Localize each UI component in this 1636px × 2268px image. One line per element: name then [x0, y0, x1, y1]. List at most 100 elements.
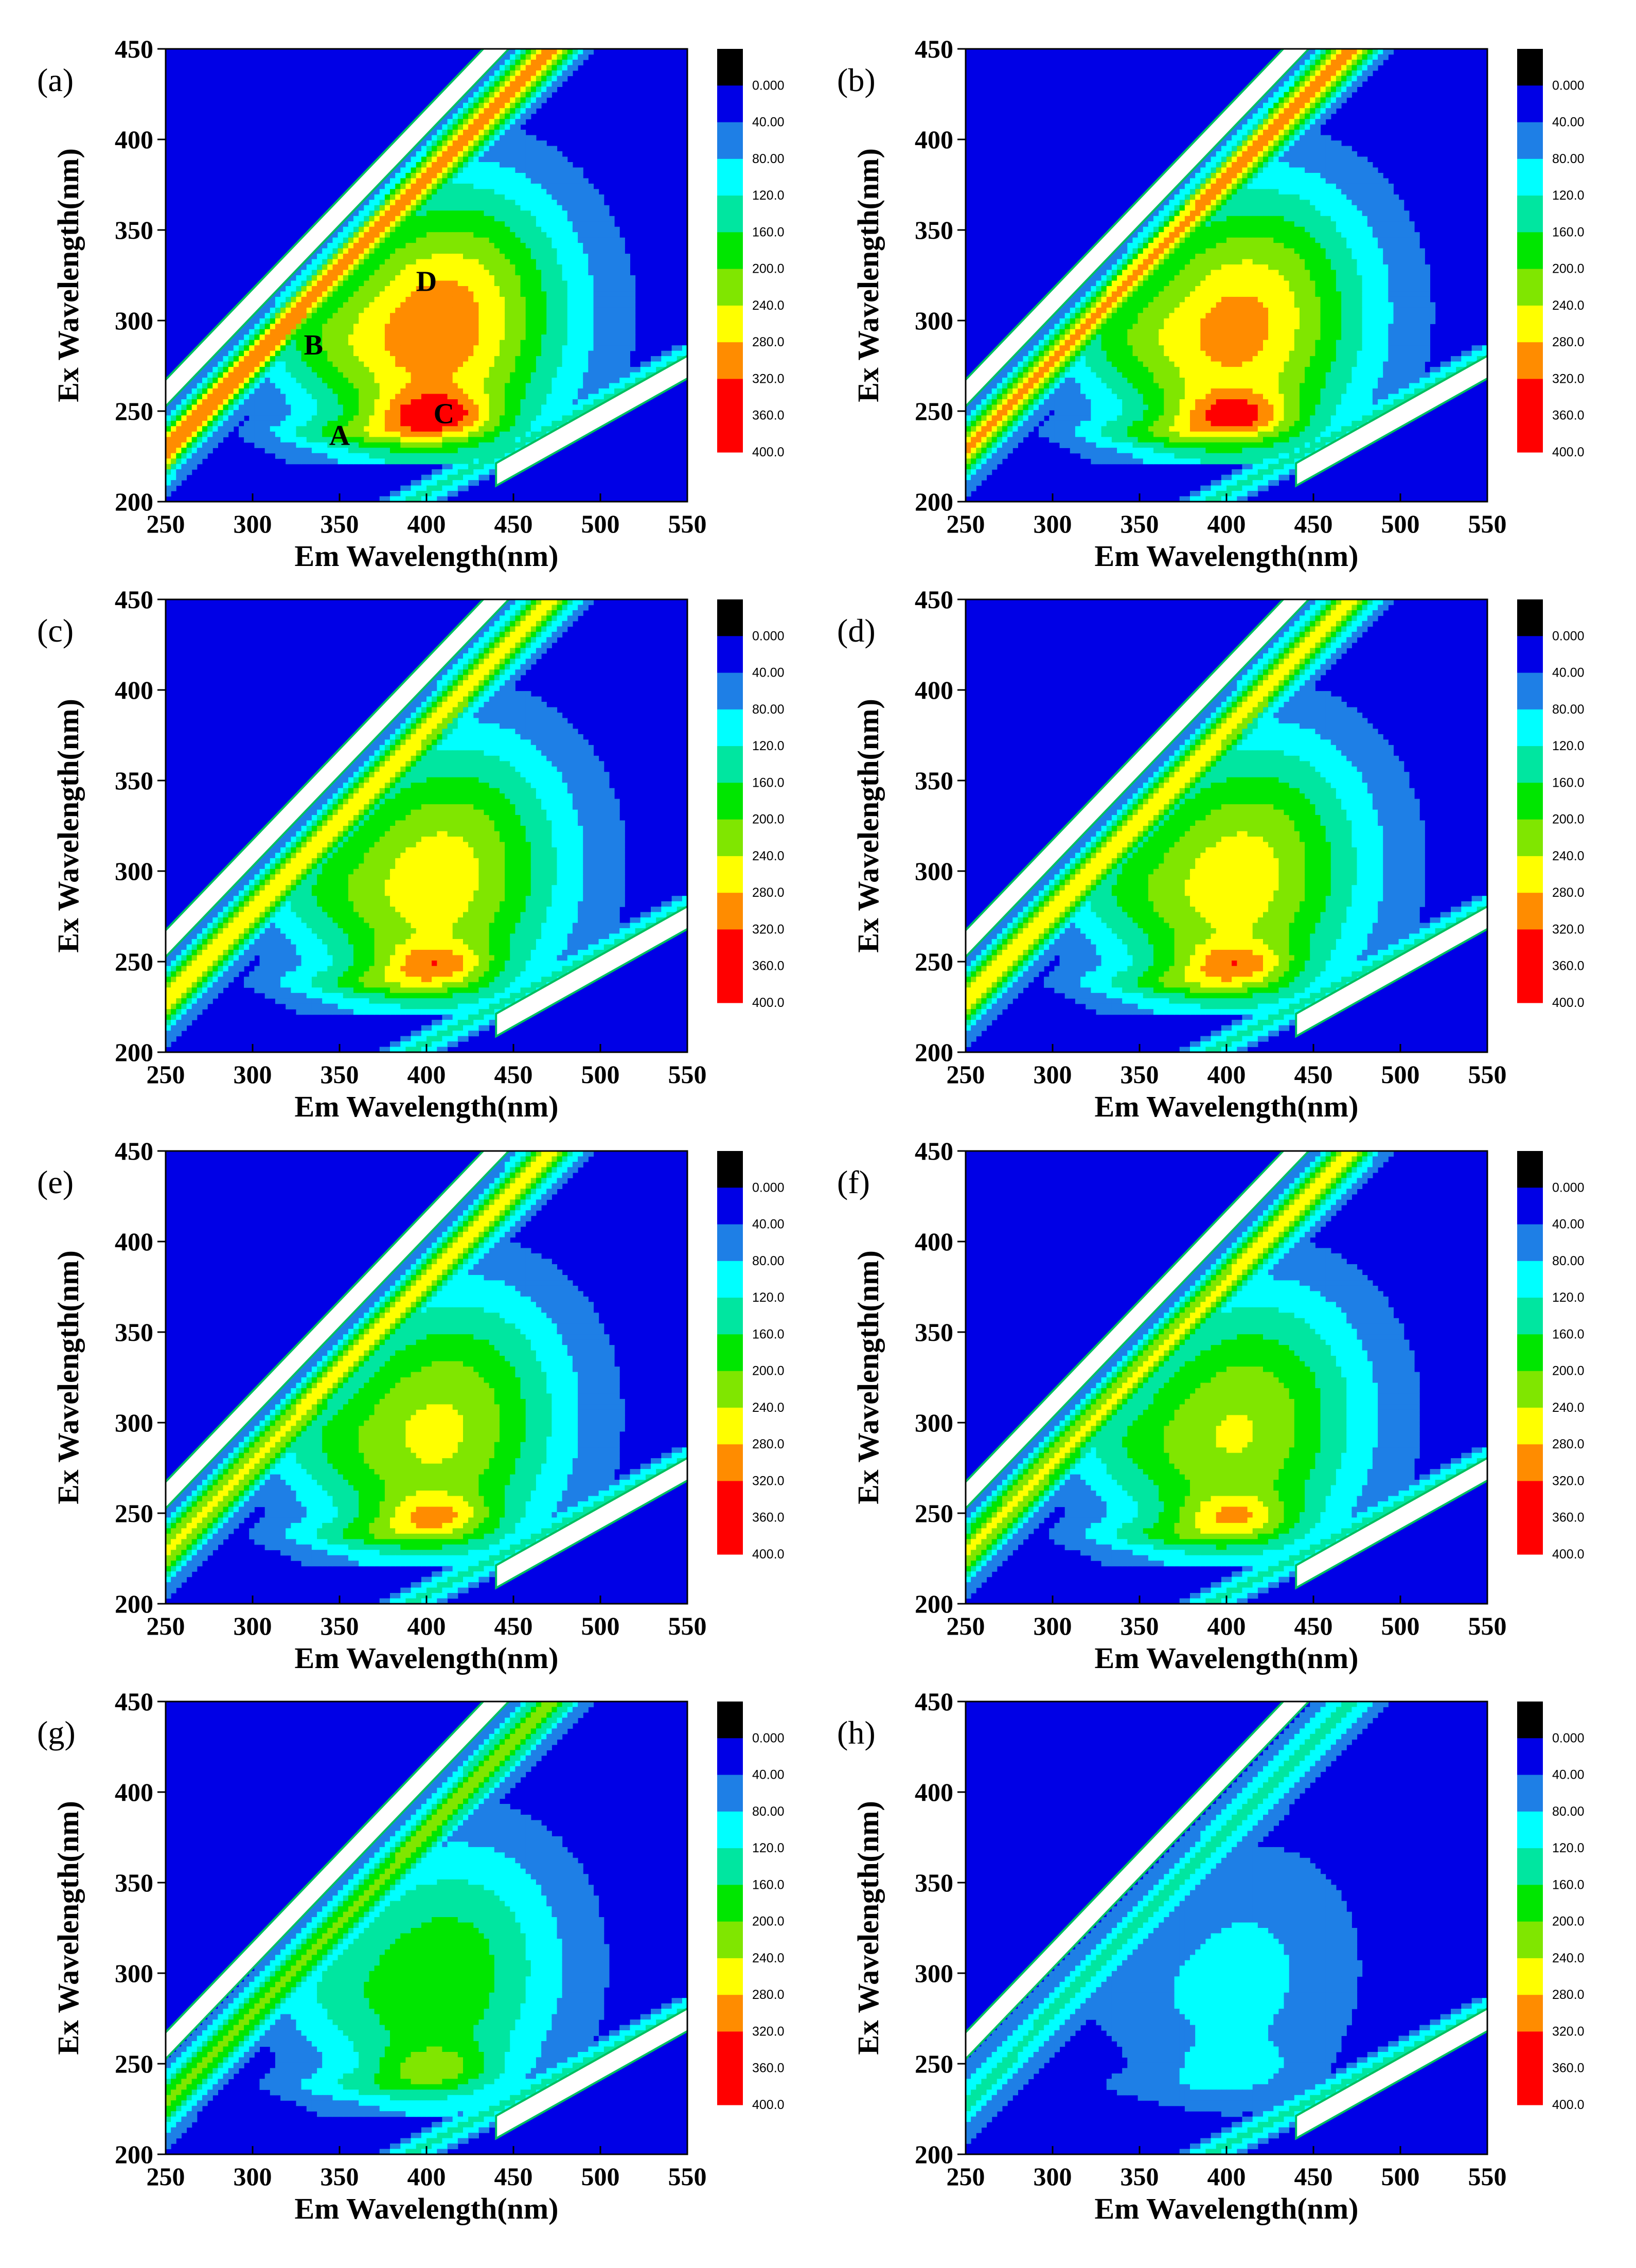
heatmap-cell: [374, 259, 380, 265]
heatmap-cell: [520, 86, 526, 93]
heatmap-cell: [264, 324, 271, 330]
heatmap-cell: [463, 216, 469, 222]
heatmap-cell: [515, 361, 521, 367]
heatmap-cell: [552, 350, 558, 357]
heatmap-cell: [301, 410, 307, 416]
heatmap-cell: [546, 49, 552, 55]
heatmap-cell: [510, 448, 515, 454]
heatmap-cell: [1310, 178, 1315, 184]
heatmap-cell: [588, 394, 594, 400]
heatmap-cell: [447, 318, 453, 324]
heatmap-cell: [473, 340, 479, 346]
heatmap-cell: [473, 296, 479, 303]
heatmap-cell: [369, 313, 375, 319]
heatmap-cell: [588, 275, 594, 281]
heatmap-cell: [416, 162, 422, 168]
heatmap-cell: [306, 313, 312, 319]
heatmap-cell: [468, 367, 474, 373]
heatmap-cell: [468, 431, 474, 437]
heatmap-cell: [530, 210, 537, 217]
heatmap-cell: [457, 286, 464, 292]
heatmap-cell: [416, 313, 422, 319]
heatmap-cell: [447, 399, 453, 405]
heatmap-cell: [233, 334, 239, 341]
heatmap-cell: [1200, 167, 1206, 173]
heatmap-cell: [500, 108, 505, 114]
heatmap-cell: [239, 399, 244, 405]
heatmap-cell: [473, 334, 479, 341]
heatmap-cell: [322, 254, 328, 260]
heatmap-cell: [552, 420, 558, 427]
heatmap-cell: [468, 426, 474, 432]
heatmap-cell: [197, 372, 203, 378]
heatmap-cell: [280, 345, 286, 351]
heatmap-cell: [468, 200, 474, 206]
heatmap-cell: [473, 318, 479, 324]
heatmap-cell: [437, 200, 442, 206]
heatmap-cell: [452, 448, 458, 454]
heatmap-cell: [432, 367, 437, 373]
heatmap-cell: [364, 210, 369, 217]
heatmap-cell: [416, 318, 422, 324]
heatmap-cell: [1336, 167, 1342, 173]
heatmap-cell: [343, 415, 349, 421]
heatmap-cell: [515, 54, 521, 60]
heatmap-cell: [505, 275, 510, 281]
heatmap-cell: [583, 296, 589, 303]
heatmap-cell: [437, 232, 442, 238]
heatmap-cell: [432, 496, 437, 502]
heatmap-cell: [1205, 178, 1212, 184]
heatmap-cell: [432, 194, 437, 200]
heatmap-cell: [525, 81, 531, 87]
heatmap-cell: [327, 415, 333, 421]
heatmap-cell: [484, 340, 490, 346]
heatmap-cell: [254, 415, 260, 421]
heatmap-cell: [379, 410, 385, 416]
heatmap-cell: [614, 378, 620, 384]
heatmap-cell: [500, 345, 505, 351]
heatmap-cell: [1273, 183, 1279, 189]
heatmap-cell: [1278, 124, 1285, 130]
heatmap-cell: [405, 291, 412, 297]
heatmap-cell: [353, 378, 359, 384]
heatmap-cell: [374, 378, 380, 384]
heatmap-cell: [489, 437, 495, 443]
heatmap-cell: [432, 431, 437, 437]
heatmap-cell: [614, 383, 620, 389]
heatmap-cell: [682, 350, 687, 357]
heatmap-cell: [390, 350, 396, 357]
heatmap-cell: [416, 183, 422, 189]
heatmap-cell: [1305, 167, 1310, 173]
heatmap-cell: [1315, 151, 1321, 157]
heatmap-cell: [207, 420, 213, 427]
heatmap-cell: [457, 221, 464, 227]
heatmap-cell: [259, 437, 265, 443]
heatmap-cell: [520, 221, 526, 227]
heatmap-cell: [505, 296, 510, 303]
heatmap-cell: [457, 329, 464, 335]
heatmap-cell: [515, 307, 521, 313]
heatmap-cell: [249, 334, 255, 341]
heatmap-cell: [583, 237, 589, 243]
heatmap-cell: [296, 399, 302, 405]
heatmap-cell: [301, 329, 307, 335]
heatmap-cell: [1294, 124, 1300, 130]
heatmap-cell: [275, 437, 281, 443]
heatmap-cell: [525, 156, 531, 163]
heatmap-cell: [515, 334, 521, 341]
heatmap-cell: [478, 81, 485, 87]
heatmap-cell: [191, 388, 198, 395]
heatmap-cell: [520, 119, 526, 125]
heatmap-cell: [1341, 49, 1347, 55]
heatmap-cell: [291, 458, 297, 465]
heatmap-cell: [411, 485, 417, 491]
heatmap-cell: [442, 372, 448, 378]
heatmap-cell: [405, 388, 412, 395]
heatmap-cell: [306, 302, 312, 308]
heatmap-cell: [332, 426, 339, 432]
heatmap-cell: [1330, 54, 1337, 60]
heatmap-cell: [1226, 162, 1232, 168]
heatmap-cell: [572, 404, 578, 411]
heatmap-cell: [588, 329, 594, 335]
heatmap-cell: [1237, 140, 1242, 147]
